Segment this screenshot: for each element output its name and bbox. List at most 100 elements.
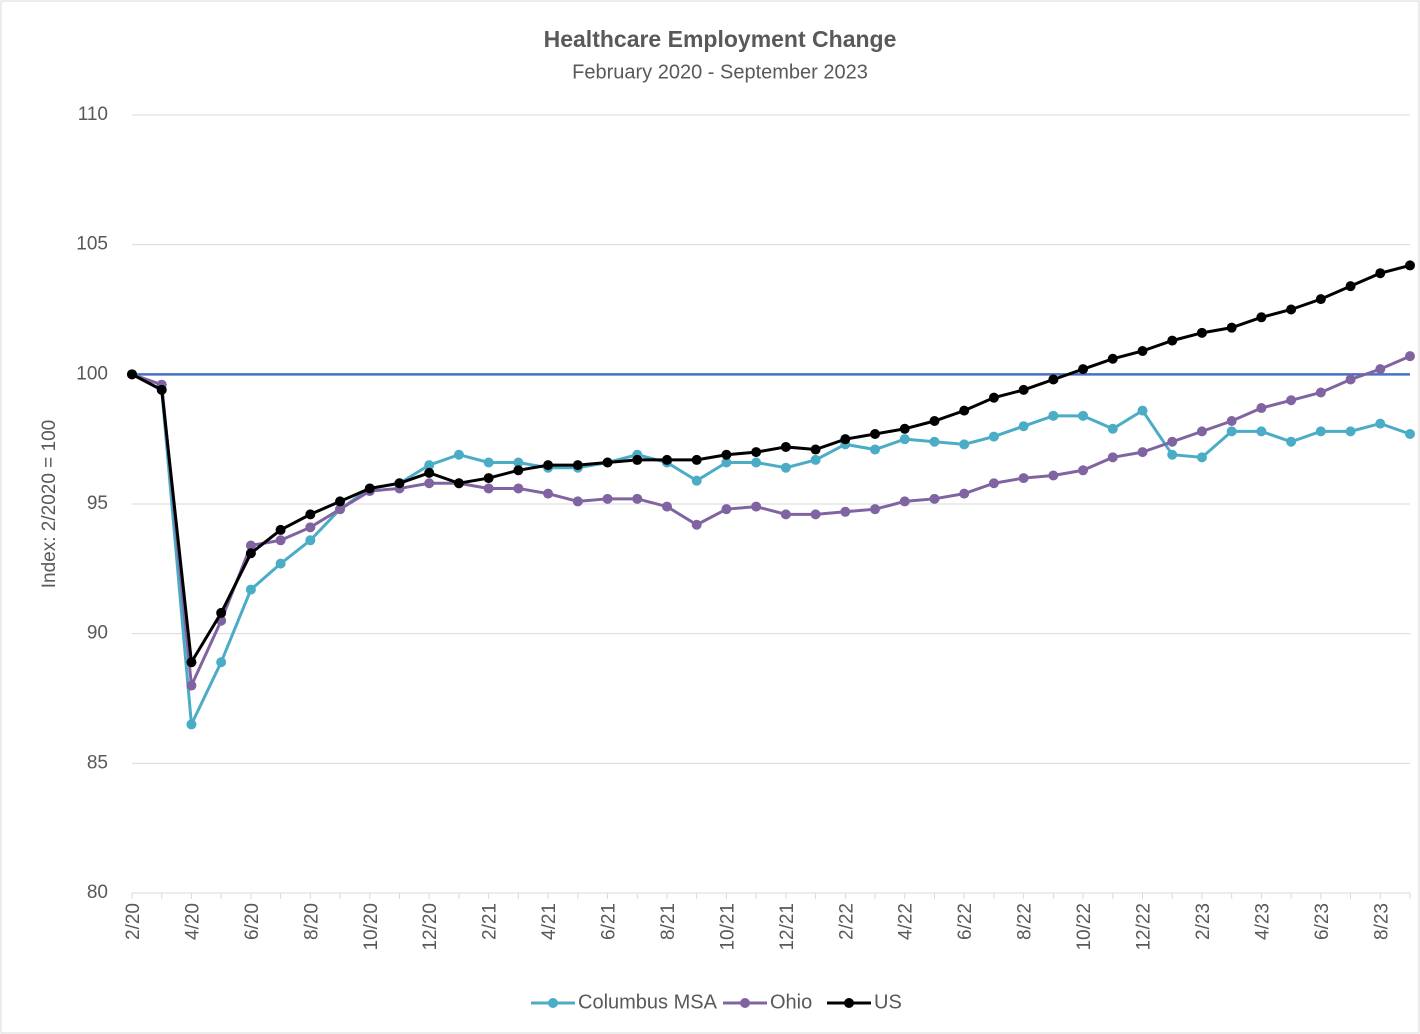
data-point bbox=[929, 416, 940, 427]
data-point bbox=[721, 449, 732, 460]
data-point bbox=[1315, 294, 1326, 305]
data-point bbox=[691, 519, 702, 530]
data-point bbox=[245, 540, 256, 551]
data-point bbox=[1107, 452, 1118, 463]
x-tick-label: 2/20 bbox=[123, 903, 144, 940]
data-point bbox=[899, 434, 910, 445]
data-point bbox=[1286, 395, 1297, 406]
legend-marker bbox=[548, 998, 558, 1008]
data-point bbox=[1078, 465, 1089, 476]
data-point bbox=[513, 483, 524, 494]
data-point bbox=[275, 558, 286, 569]
data-point bbox=[1196, 327, 1207, 338]
data-point bbox=[1048, 470, 1059, 481]
data-point bbox=[513, 457, 524, 468]
data-point bbox=[424, 467, 435, 478]
series-line bbox=[131, 263, 1411, 667]
data-point bbox=[305, 535, 316, 546]
data-point bbox=[780, 441, 791, 452]
data-point bbox=[572, 460, 583, 471]
data-point bbox=[1286, 436, 1297, 447]
data-point bbox=[1196, 452, 1207, 463]
data-point bbox=[840, 506, 851, 517]
x-tick-label: 8/22 bbox=[1015, 903, 1036, 940]
data-point bbox=[483, 473, 494, 484]
data-point bbox=[959, 439, 970, 450]
data-point bbox=[780, 509, 791, 520]
data-point bbox=[870, 504, 881, 515]
data-point bbox=[1107, 423, 1118, 434]
y-tick-label: 100 bbox=[76, 363, 108, 384]
data-point bbox=[929, 493, 940, 504]
x-tick-label: 8/23 bbox=[1371, 903, 1392, 940]
data-point bbox=[870, 444, 881, 455]
data-point bbox=[602, 493, 613, 504]
data-point bbox=[156, 384, 167, 395]
chart-subtitle: February 2020 - September 2023 bbox=[572, 61, 868, 83]
data-point bbox=[1167, 449, 1178, 460]
data-point bbox=[1256, 312, 1267, 323]
data-point bbox=[1078, 410, 1089, 421]
x-tick-label: 4/23 bbox=[1252, 903, 1273, 940]
x-tick-label: 10/22 bbox=[1074, 903, 1095, 951]
data-point bbox=[1345, 374, 1356, 385]
x-tick-label: 12/21 bbox=[777, 903, 798, 951]
data-point bbox=[483, 483, 494, 494]
data-point bbox=[424, 478, 435, 489]
x-tick-label: 6/23 bbox=[1312, 903, 1333, 940]
data-point bbox=[691, 475, 702, 486]
data-point bbox=[1405, 428, 1415, 439]
data-point bbox=[127, 369, 137, 380]
data-point bbox=[780, 462, 791, 473]
data-point bbox=[721, 504, 732, 515]
data-point bbox=[1226, 416, 1237, 427]
data-point bbox=[899, 496, 910, 507]
data-point bbox=[602, 457, 613, 468]
data-point bbox=[1226, 322, 1237, 333]
data-point bbox=[691, 454, 702, 465]
data-point bbox=[216, 607, 227, 618]
data-point bbox=[988, 392, 999, 403]
data-point bbox=[543, 460, 554, 471]
data-point bbox=[335, 504, 346, 515]
data-point bbox=[1167, 335, 1178, 346]
data-point bbox=[1018, 473, 1029, 484]
data-point bbox=[424, 460, 435, 471]
data-point bbox=[1286, 304, 1297, 315]
y-axis-label: Index: 2/2020 = 100 bbox=[39, 420, 60, 589]
data-point bbox=[1315, 426, 1326, 437]
data-point bbox=[1256, 403, 1267, 414]
data-point bbox=[661, 454, 672, 465]
x-tick-label: 12/20 bbox=[420, 903, 441, 951]
data-point bbox=[929, 436, 940, 447]
data-point bbox=[245, 548, 256, 559]
data-point bbox=[483, 457, 494, 468]
y-tick-label: 80 bbox=[87, 882, 108, 903]
data-point bbox=[899, 423, 910, 434]
data-point bbox=[1137, 345, 1148, 356]
data-point bbox=[1375, 268, 1386, 279]
data-point bbox=[1256, 426, 1267, 437]
data-point bbox=[1048, 410, 1059, 421]
data-point bbox=[840, 434, 851, 445]
x-tick-label: 6/22 bbox=[955, 903, 976, 940]
x-tick-label: 2/22 bbox=[836, 903, 857, 940]
data-point bbox=[661, 501, 672, 512]
data-point bbox=[1167, 436, 1178, 447]
data-point bbox=[870, 428, 881, 439]
x-tick-label: 2/21 bbox=[480, 903, 501, 940]
data-point bbox=[394, 478, 405, 489]
y-tick-label: 90 bbox=[87, 623, 108, 644]
data-point bbox=[632, 493, 643, 504]
data-point bbox=[186, 680, 197, 691]
x-tick-label: 12/22 bbox=[1134, 903, 1155, 951]
data-point bbox=[216, 657, 227, 668]
data-point bbox=[572, 496, 583, 507]
data-point bbox=[751, 457, 762, 468]
data-point bbox=[1137, 405, 1148, 416]
data-point bbox=[275, 524, 286, 535]
data-point bbox=[305, 509, 316, 520]
chart-title: Healthcare Employment Change bbox=[544, 26, 897, 52]
data-point bbox=[988, 431, 999, 442]
data-point bbox=[810, 509, 821, 520]
